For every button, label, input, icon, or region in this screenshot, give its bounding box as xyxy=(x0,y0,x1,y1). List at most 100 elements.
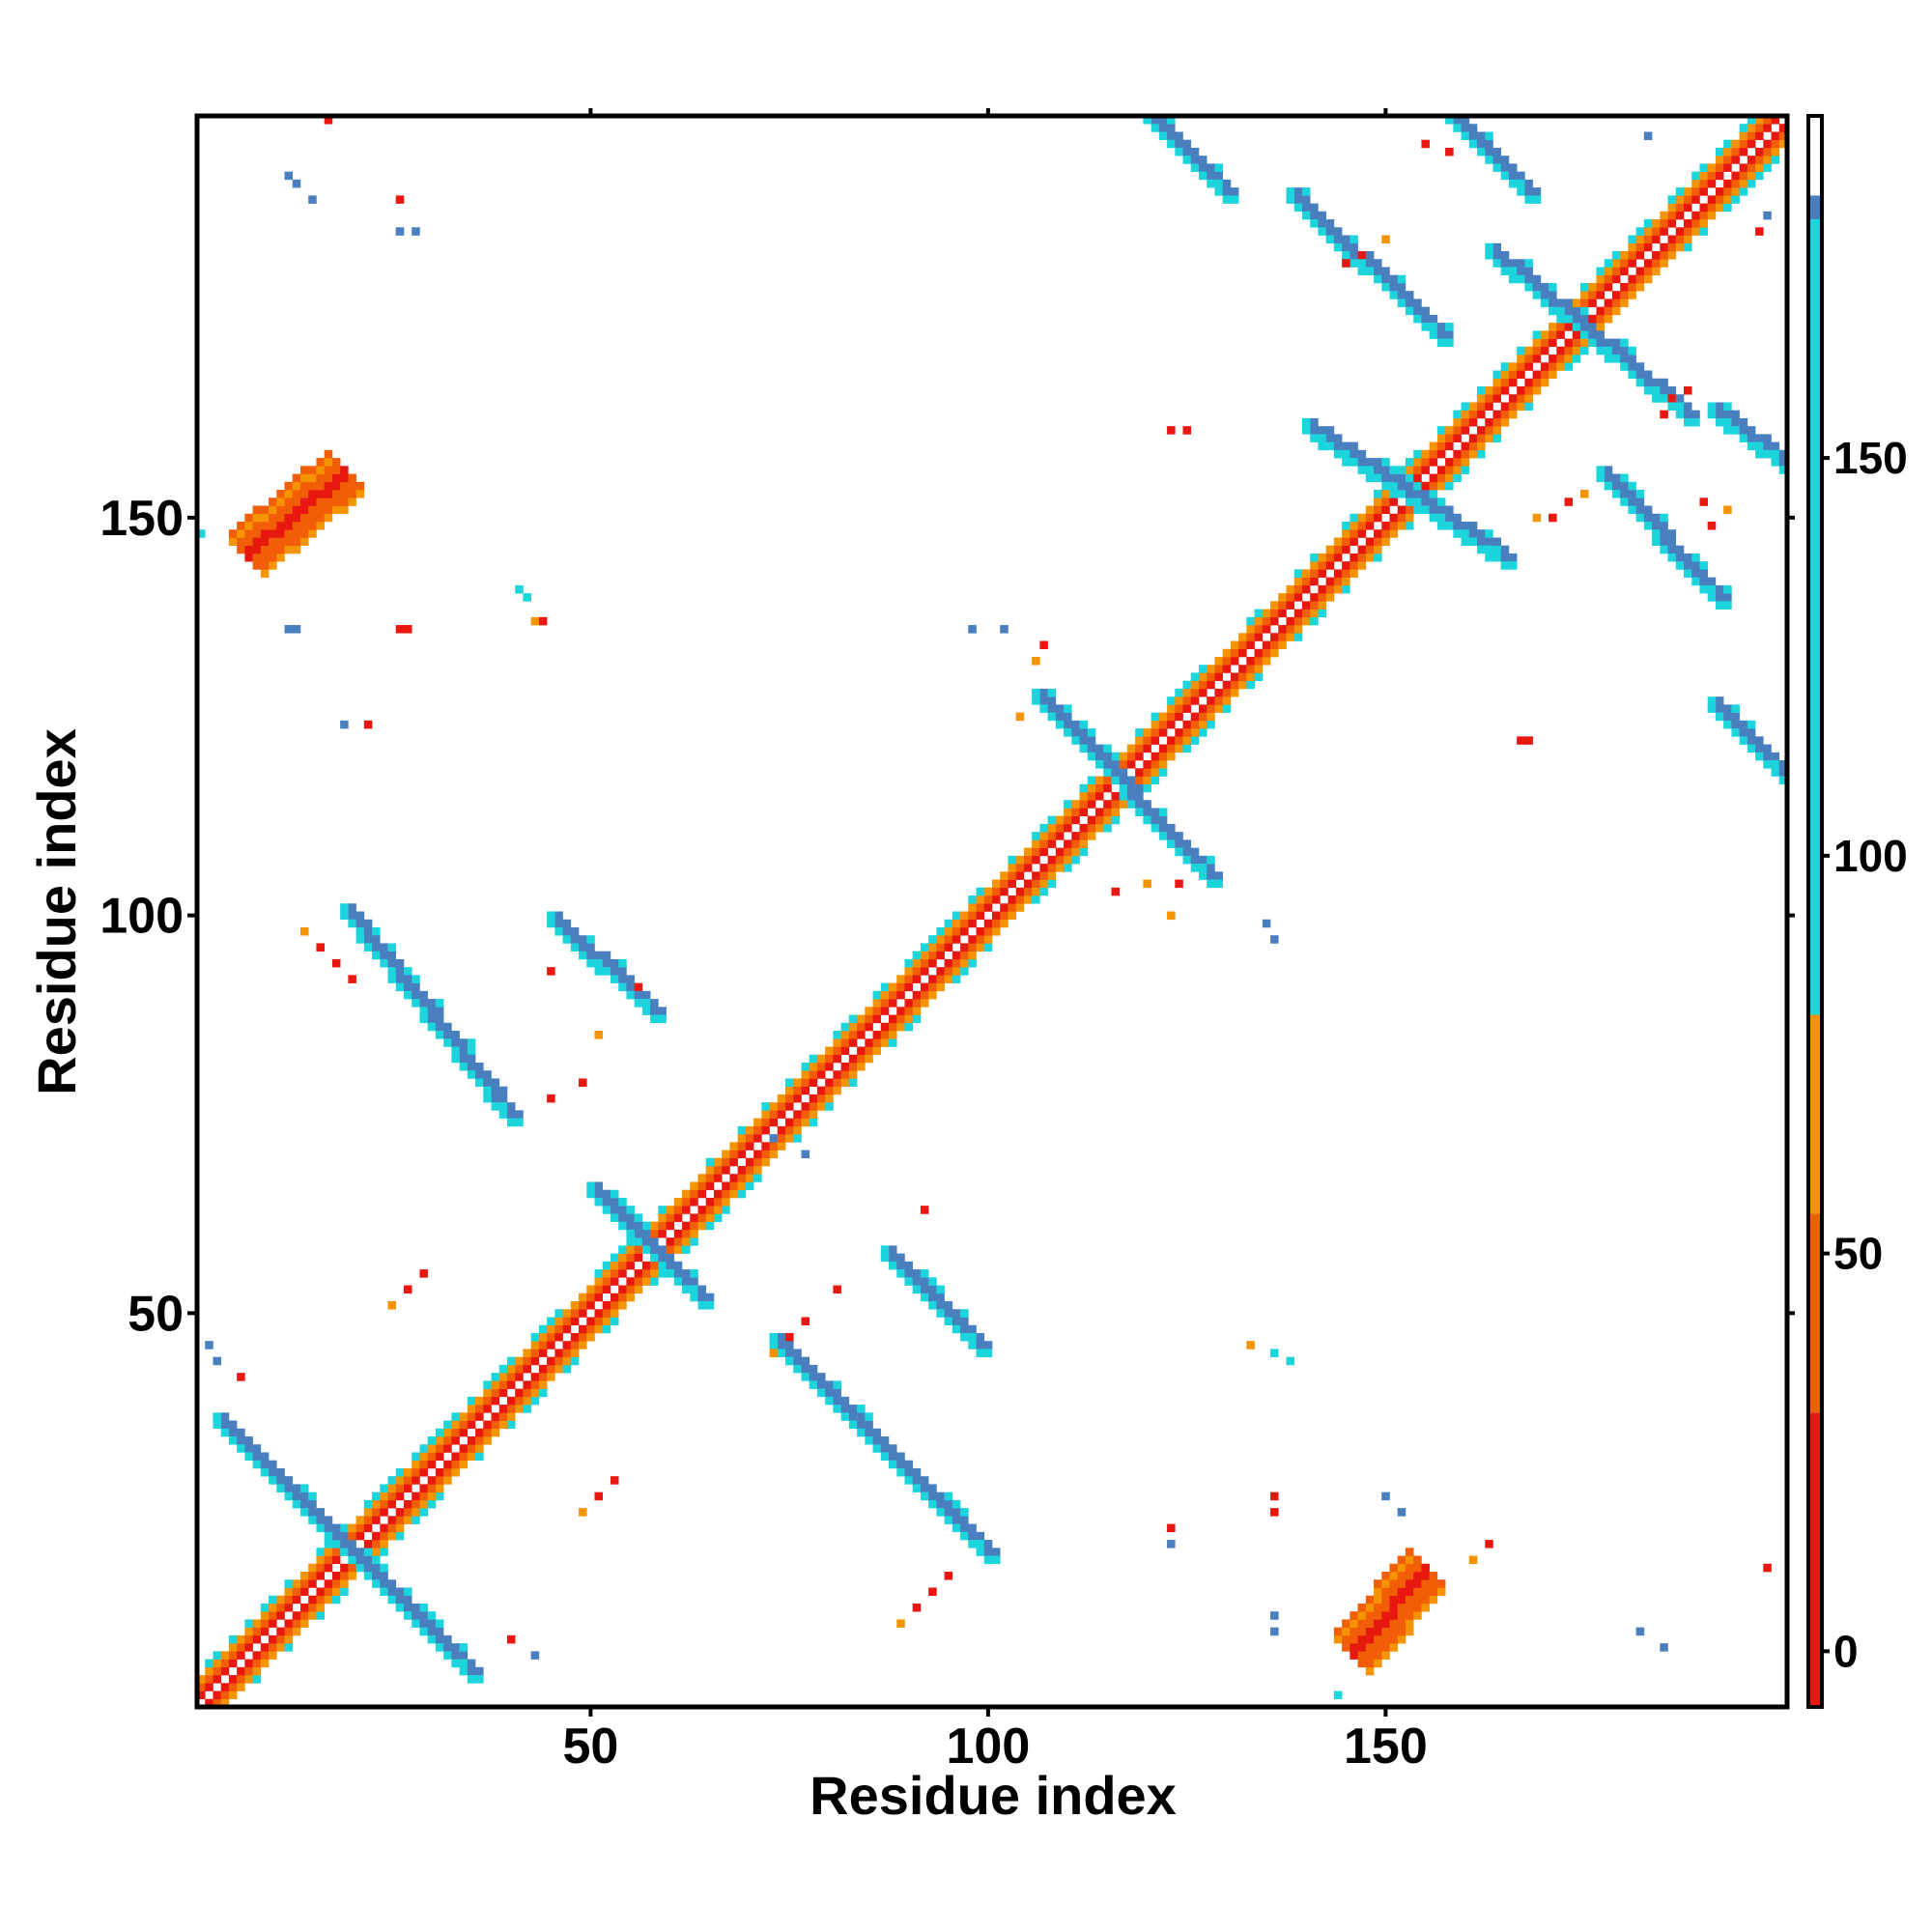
heatmap-cell xyxy=(324,1555,333,1565)
heatmap-cell xyxy=(1158,131,1168,141)
heatmap-cell xyxy=(554,919,563,928)
heatmap-cell xyxy=(1167,1523,1176,1533)
heatmap-cell xyxy=(976,903,985,912)
heatmap-cell xyxy=(515,584,524,594)
heatmap-cell xyxy=(324,1548,333,1556)
heatmap-cell xyxy=(1436,434,1446,442)
heatmap-cell xyxy=(1445,338,1454,348)
heatmap-cell xyxy=(1445,330,1454,339)
heatmap-cell xyxy=(1477,441,1486,451)
heatmap-cell xyxy=(498,1094,508,1103)
heatmap-cell xyxy=(833,1046,841,1056)
heatmap-cell xyxy=(269,1460,277,1469)
heatmap-cell xyxy=(610,1253,619,1263)
heatmap-cell xyxy=(1151,808,1160,816)
heatmap-cell xyxy=(1572,314,1581,324)
heatmap-cell xyxy=(1318,553,1326,562)
heatmap-cell xyxy=(1350,250,1358,260)
heatmap-cell xyxy=(1381,1651,1390,1660)
heatmap-cell xyxy=(1548,323,1557,331)
heatmap-cell xyxy=(618,1293,627,1302)
heatmap-cell xyxy=(1707,584,1717,594)
heatmap-cell xyxy=(412,1619,420,1628)
heatmap-cell xyxy=(840,1046,850,1056)
heatmap-cell xyxy=(666,1269,675,1278)
heatmap-cell xyxy=(690,1221,698,1231)
heatmap-cell xyxy=(1517,362,1525,371)
heatmap-cell xyxy=(538,1324,548,1334)
heatmap-cell xyxy=(618,1245,627,1254)
heatmap-cell xyxy=(1342,458,1350,467)
heatmap-cell xyxy=(1350,458,1358,467)
heatmap-cell xyxy=(547,1317,555,1326)
heatmap-cell xyxy=(1389,521,1399,530)
heatmap-cell xyxy=(1318,569,1326,578)
heatmap-cell xyxy=(1524,187,1533,196)
heatmap-cell xyxy=(1151,776,1160,785)
heatmap-cell xyxy=(443,1651,452,1660)
heatmap-cell xyxy=(316,1603,325,1612)
heatmap-cell xyxy=(1421,1603,1430,1612)
heatmap-cell xyxy=(1771,752,1780,761)
heatmap-cell xyxy=(467,1062,476,1071)
heatmap-cell xyxy=(269,553,277,562)
heatmap-cell xyxy=(316,1611,325,1620)
heatmap-cell xyxy=(260,553,270,562)
heatmap-cell xyxy=(960,958,969,968)
heatmap-cell xyxy=(324,1540,333,1548)
heatmap-cell xyxy=(912,1269,922,1278)
heatmap-cell xyxy=(276,537,285,546)
heatmap-cell xyxy=(690,1285,698,1294)
heatmap-cell xyxy=(1397,1619,1406,1628)
heatmap-cell xyxy=(459,1460,469,1469)
heatmap-cell xyxy=(1143,815,1151,825)
heatmap-cell xyxy=(1310,203,1319,213)
heatmap-cell xyxy=(355,1523,365,1533)
heatmap-cell xyxy=(1342,537,1350,546)
heatmap-cell xyxy=(491,1078,500,1087)
heatmap-cell xyxy=(992,926,1001,936)
heatmap-cell xyxy=(936,926,945,936)
heatmap-cell xyxy=(1500,402,1510,411)
heatmap-cell xyxy=(395,958,405,968)
heatmap-cell xyxy=(331,458,341,467)
heatmap-cell xyxy=(1207,855,1215,865)
heatmap-cell xyxy=(889,1460,897,1469)
heatmap-cell xyxy=(1325,219,1335,228)
heatmap-cell xyxy=(491,1102,500,1111)
heatmap-cell xyxy=(618,1301,627,1310)
heatmap-cell xyxy=(1429,1572,1438,1580)
heatmap-cell xyxy=(1436,513,1446,523)
heatmap-cell xyxy=(331,505,341,515)
heatmap-cell xyxy=(459,1452,469,1462)
heatmap-cell xyxy=(299,537,309,546)
heatmap-cell xyxy=(1087,744,1096,753)
heatmap-cell xyxy=(1015,871,1025,880)
heatmap-cell xyxy=(467,1436,476,1445)
heatmap-cell xyxy=(1540,362,1549,371)
heatmap-cell xyxy=(1167,1540,1176,1548)
colorbar-band xyxy=(1810,219,1820,1015)
heatmap-cell xyxy=(1429,458,1438,467)
heatmap-cell xyxy=(1413,306,1422,316)
heatmap-cell xyxy=(840,1031,850,1039)
heatmap-cell xyxy=(1660,394,1668,403)
heatmap-cell xyxy=(1524,179,1533,188)
heatmap-cell xyxy=(793,1118,802,1127)
heatmap-cell xyxy=(968,903,977,912)
heatmap-cell xyxy=(491,1373,500,1381)
heatmap-cell xyxy=(372,1579,381,1588)
heatmap-cell xyxy=(220,1683,230,1691)
heatmap-cell xyxy=(547,1324,555,1334)
heatmap-cell xyxy=(1405,306,1414,316)
heatmap-cell xyxy=(331,1555,341,1565)
heatmap-cell xyxy=(1126,744,1136,753)
heatmap-cell xyxy=(506,1420,516,1430)
heatmap-cell xyxy=(1778,139,1788,149)
heatmap-cell xyxy=(1461,537,1470,546)
heatmap-cell xyxy=(1731,426,1740,435)
heatmap-cell xyxy=(498,1412,508,1421)
heatmap-cell xyxy=(1731,712,1740,722)
heatmap-cell xyxy=(324,1579,333,1588)
heatmap-cell xyxy=(777,1102,786,1111)
